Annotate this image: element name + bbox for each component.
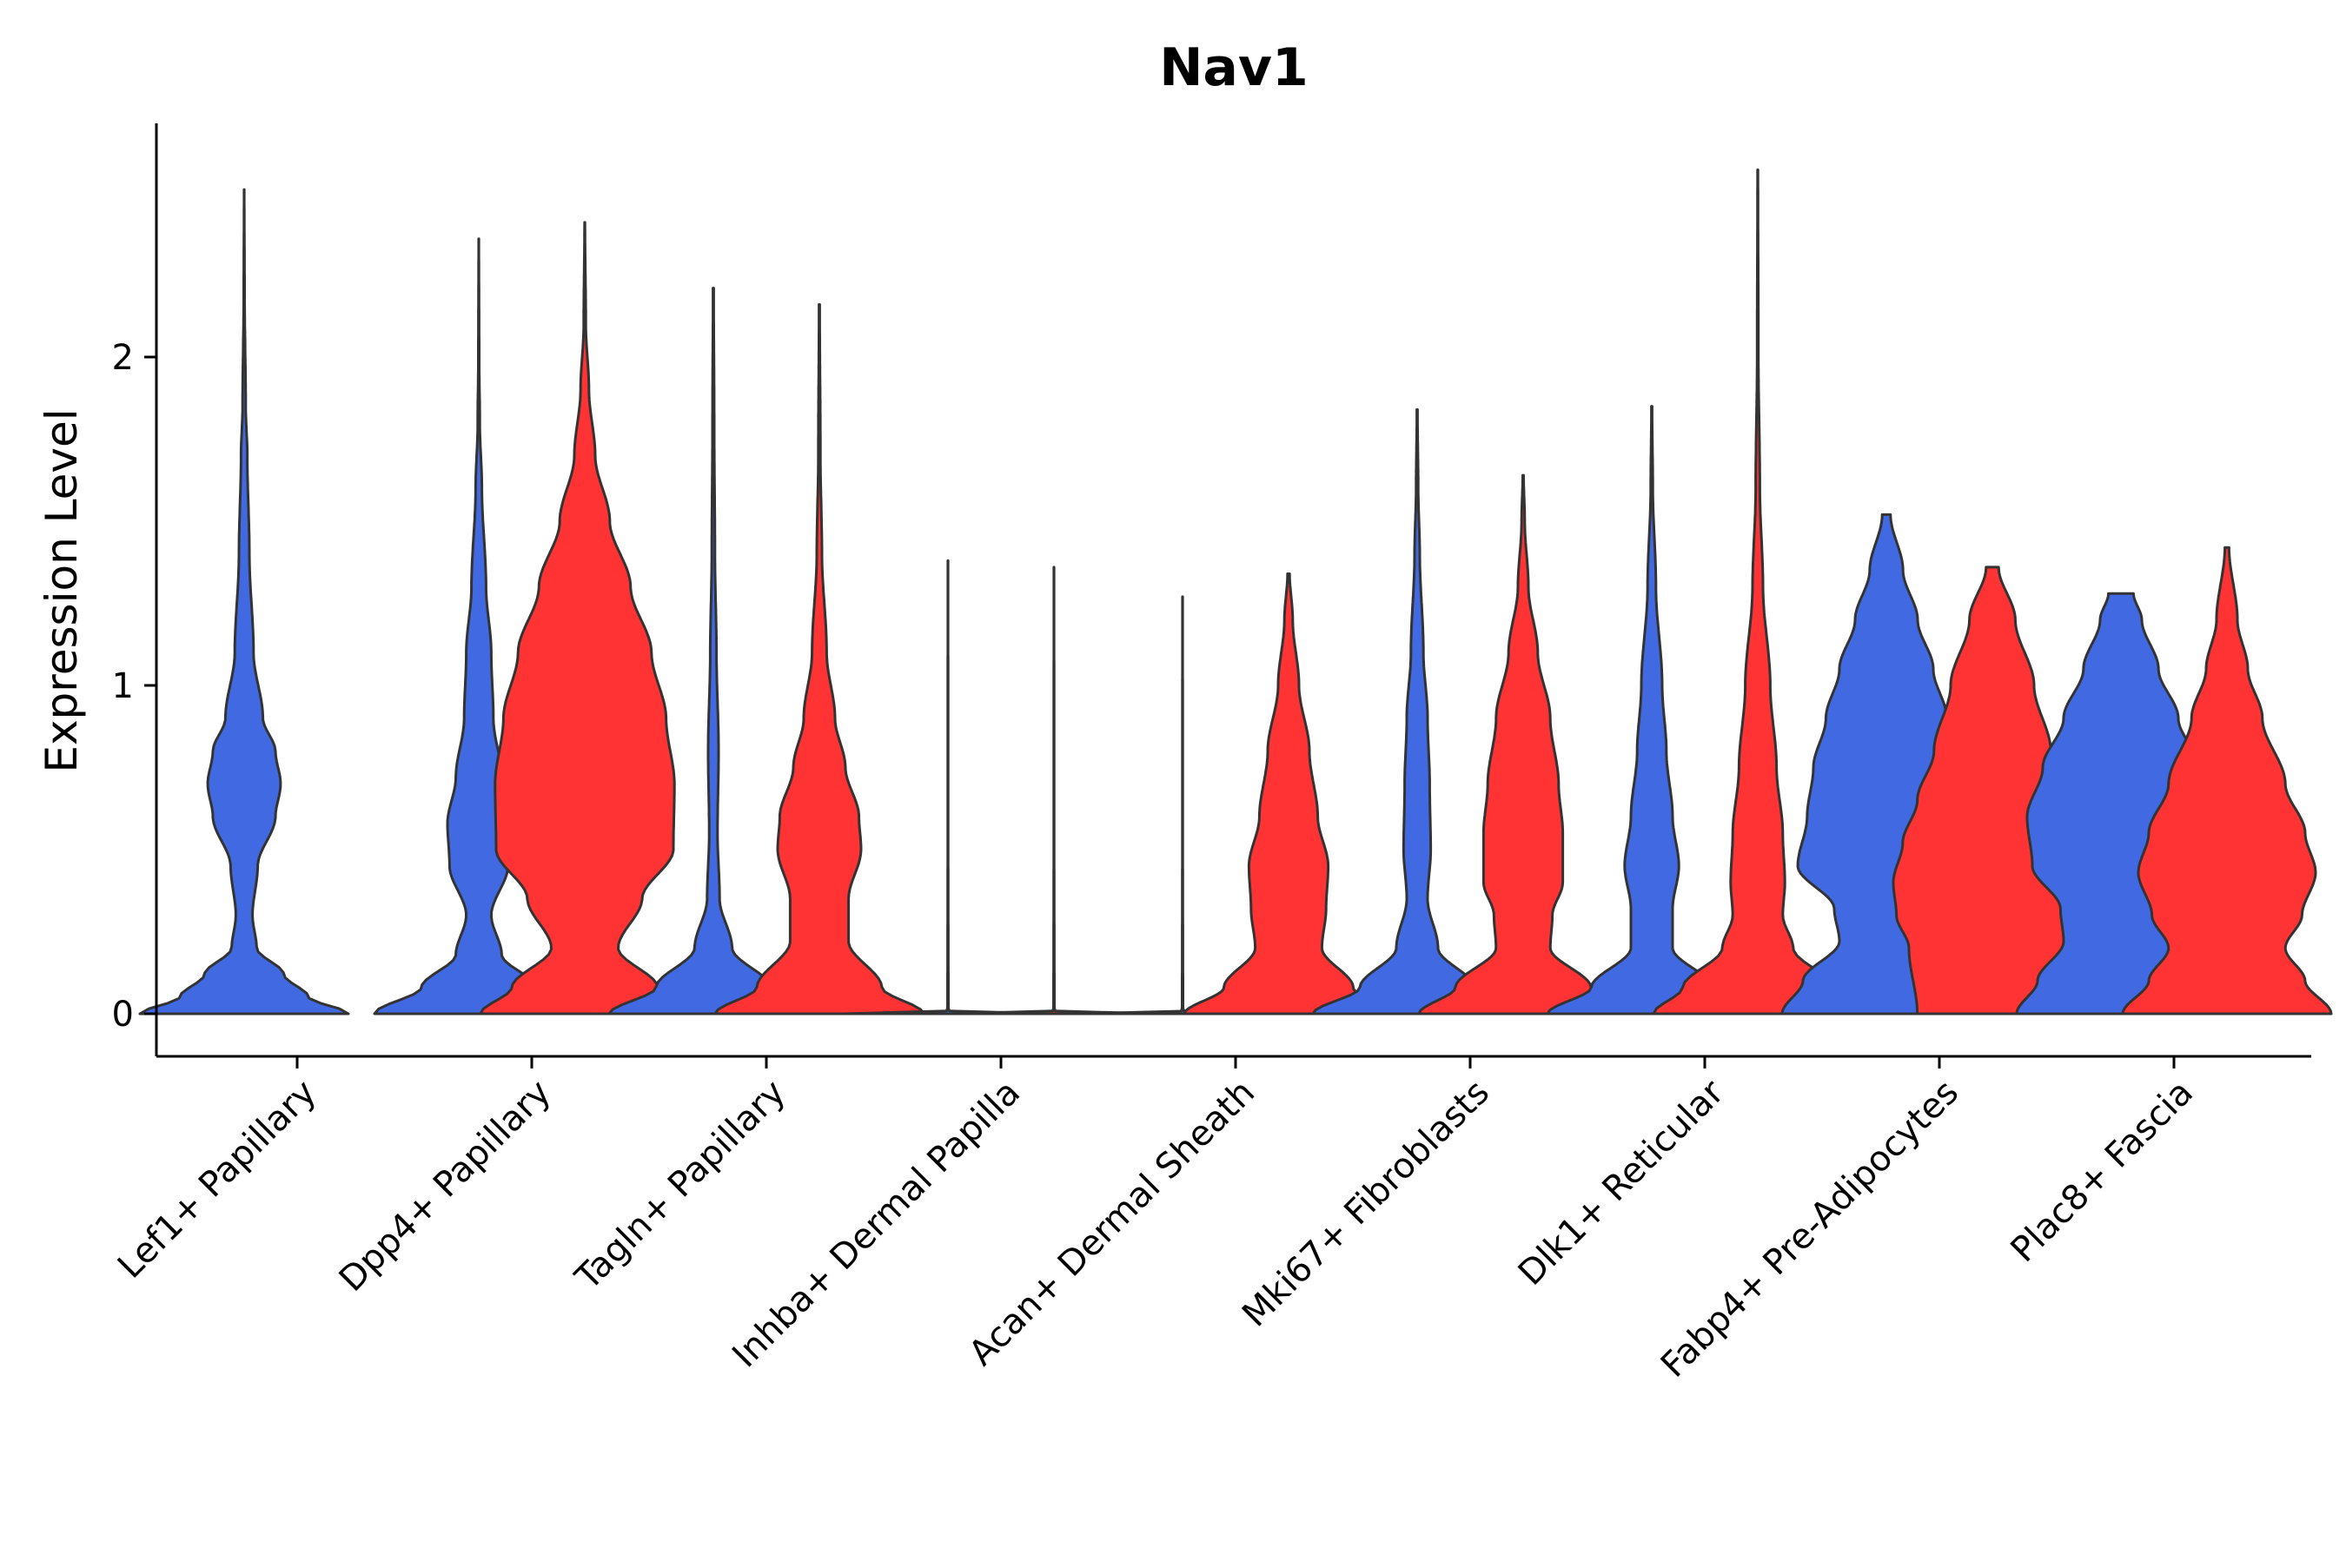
- y-tick-label: 1: [112, 666, 134, 706]
- violin-inhba-dermal-papilla-group-2: [948, 566, 1160, 1016]
- violin-acan-dermal-sheath-group-1: [1077, 595, 1289, 1016]
- x-tick-label-mki67-fibroblasts: Mki67+ Fibroblasts: [1235, 1073, 1497, 1335]
- x-tick-label-dpp4-papillary: Dpp4+ Papillary: [332, 1073, 559, 1300]
- violin-mki67-fibroblasts-group-1: [1311, 408, 1523, 1016]
- violin-dlk1-reticular-group-2: [1652, 169, 1864, 1016]
- violin-mki67-fibroblasts-group-2: [1417, 473, 1629, 1016]
- violin-tagln-papillary-group-2: [713, 303, 925, 1016]
- x-tick-label-lef1-papillary: Lef1+ Papillary: [110, 1073, 324, 1287]
- violin-plac8-fascia-group-2: [2121, 546, 2333, 1016]
- violin-acan-dermal-sheath-group-2: [1183, 572, 1395, 1016]
- y-tick-label: 2: [112, 338, 134, 378]
- y-axis-title: Expression Level: [36, 408, 87, 772]
- x-tick-label-plac8-fascia: Plac8+ Fascia: [2004, 1073, 2202, 1271]
- y-tick-label: 0: [112, 995, 134, 1035]
- y-axis-ticks: 0 1 2: [112, 338, 156, 1035]
- chart-title: Nav1: [1159, 37, 1309, 98]
- violin-dpp4-papillary-group-2: [479, 221, 691, 1016]
- violin-inhba-dermal-papilla-group-1: [842, 559, 1054, 1016]
- x-tick-label-dlk1-reticular: Dlk1+ Reticular: [1511, 1072, 1733, 1293]
- violin-lef1-papillary-group-1: [138, 188, 350, 1016]
- violin-tagln-papillary-group-1: [607, 287, 819, 1016]
- violins: [138, 169, 2333, 1016]
- x-axis-ticks: Lef1+ Papillary Dpp4+ Papillary Tagln+ Pap…: [110, 1056, 2201, 1386]
- violin-dlk1-reticular-group-1: [1546, 405, 1758, 1016]
- axes: [155, 123, 2311, 1058]
- x-tick-label-tagln-papillary: Tagln+ Papillary: [567, 1073, 793, 1299]
